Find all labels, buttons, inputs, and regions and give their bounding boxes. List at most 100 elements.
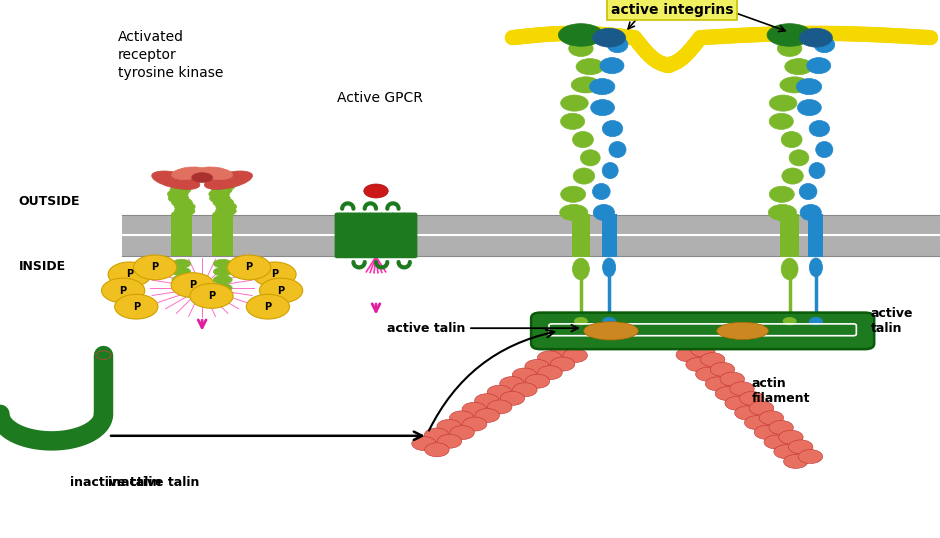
Text: inactive talin: inactive talin (70, 476, 162, 489)
Ellipse shape (796, 79, 822, 95)
FancyBboxPatch shape (335, 213, 350, 258)
Ellipse shape (603, 162, 619, 179)
Circle shape (424, 428, 448, 442)
Circle shape (784, 455, 808, 469)
Circle shape (500, 391, 525, 405)
Ellipse shape (603, 121, 622, 137)
Ellipse shape (785, 59, 812, 75)
Ellipse shape (572, 77, 601, 93)
Text: P: P (133, 302, 140, 312)
Ellipse shape (800, 204, 822, 221)
Ellipse shape (609, 141, 626, 158)
Ellipse shape (781, 258, 798, 280)
Ellipse shape (215, 206, 236, 216)
Ellipse shape (174, 181, 195, 190)
Ellipse shape (210, 194, 230, 203)
Circle shape (691, 343, 715, 357)
Ellipse shape (172, 197, 193, 207)
Ellipse shape (151, 171, 200, 189)
Ellipse shape (589, 79, 615, 95)
FancyBboxPatch shape (368, 213, 384, 258)
Ellipse shape (212, 210, 233, 220)
Circle shape (364, 184, 388, 198)
Text: active
talin: active talin (870, 307, 913, 335)
Ellipse shape (814, 37, 835, 53)
Ellipse shape (560, 114, 585, 130)
Ellipse shape (559, 204, 588, 221)
Ellipse shape (809, 162, 825, 179)
Ellipse shape (213, 267, 232, 276)
Bar (602, 214, 617, 257)
Ellipse shape (777, 40, 802, 56)
Ellipse shape (209, 189, 229, 199)
FancyBboxPatch shape (346, 213, 361, 258)
Circle shape (749, 401, 774, 415)
Ellipse shape (213, 259, 232, 268)
Ellipse shape (769, 95, 797, 111)
Circle shape (563, 349, 588, 363)
Ellipse shape (768, 204, 796, 221)
Bar (572, 214, 590, 257)
Circle shape (778, 430, 803, 444)
Ellipse shape (584, 322, 638, 340)
Ellipse shape (569, 40, 593, 56)
Circle shape (462, 417, 487, 431)
Circle shape (740, 392, 764, 406)
Circle shape (735, 406, 760, 420)
Ellipse shape (171, 210, 192, 220)
Circle shape (744, 416, 769, 430)
Text: actin
filament: actin filament (752, 377, 810, 405)
Circle shape (412, 436, 436, 450)
Circle shape (720, 372, 744, 386)
Circle shape (774, 445, 798, 459)
Text: P: P (245, 263, 253, 272)
Ellipse shape (573, 168, 595, 184)
Circle shape (760, 411, 784, 425)
Text: OUTSIDE: OUTSIDE (19, 195, 80, 208)
Ellipse shape (560, 186, 586, 202)
Text: active integrins: active integrins (611, 3, 733, 17)
Circle shape (246, 294, 290, 319)
Text: P: P (119, 286, 127, 295)
Circle shape (115, 294, 158, 319)
Circle shape (96, 351, 111, 359)
Ellipse shape (175, 202, 196, 211)
Circle shape (437, 420, 462, 434)
Ellipse shape (799, 28, 833, 47)
Ellipse shape (172, 259, 191, 268)
Ellipse shape (603, 258, 616, 277)
Ellipse shape (213, 197, 234, 207)
Circle shape (227, 255, 271, 280)
Circle shape (603, 317, 616, 325)
Bar (212, 215, 233, 256)
Ellipse shape (216, 202, 237, 211)
Ellipse shape (600, 58, 624, 74)
Ellipse shape (212, 185, 232, 195)
FancyBboxPatch shape (391, 213, 406, 258)
Circle shape (259, 278, 303, 303)
Circle shape (449, 411, 474, 425)
Ellipse shape (215, 181, 236, 190)
Ellipse shape (580, 150, 600, 166)
Circle shape (538, 351, 562, 365)
Circle shape (754, 426, 778, 440)
FancyBboxPatch shape (531, 313, 874, 349)
Circle shape (809, 317, 822, 325)
Ellipse shape (769, 114, 793, 130)
Circle shape (676, 348, 700, 362)
Ellipse shape (809, 121, 829, 137)
Ellipse shape (593, 204, 615, 221)
Circle shape (696, 367, 720, 381)
Ellipse shape (592, 183, 610, 200)
Ellipse shape (172, 284, 191, 292)
Circle shape (450, 426, 475, 440)
Ellipse shape (560, 95, 588, 111)
Circle shape (574, 317, 588, 325)
Text: P: P (126, 270, 133, 279)
Circle shape (711, 363, 735, 377)
Ellipse shape (780, 77, 809, 93)
Circle shape (475, 408, 499, 422)
Circle shape (133, 255, 177, 280)
Ellipse shape (572, 131, 593, 147)
Ellipse shape (799, 183, 817, 200)
